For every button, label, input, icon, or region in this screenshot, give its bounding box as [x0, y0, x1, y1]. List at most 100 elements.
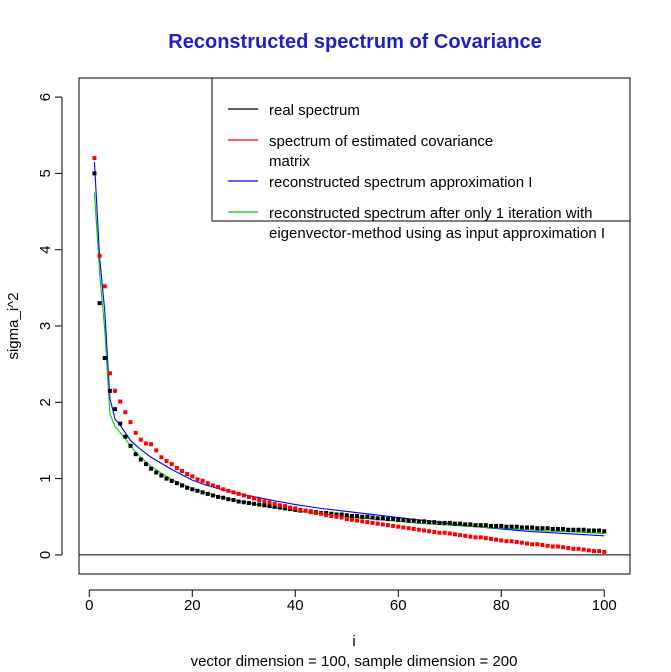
data-point [277, 505, 282, 510]
data-point [488, 536, 493, 541]
data-point [272, 501, 277, 506]
data-point [442, 530, 447, 535]
data-point [365, 514, 370, 519]
data-point [411, 526, 416, 531]
data-point [324, 510, 329, 515]
series-line-reconstructed-spectrum-approximation-i [93, 161, 605, 537]
data-point [195, 488, 200, 493]
data-point [102, 284, 107, 289]
data-point [406, 526, 411, 531]
data-point [468, 522, 473, 527]
data-point [179, 468, 184, 473]
data-point [478, 535, 483, 540]
data-point [586, 548, 591, 553]
data-point [257, 497, 262, 502]
data-point [561, 526, 566, 531]
data-point [602, 529, 607, 534]
data-point [396, 517, 401, 522]
legend-label: reconstructed spectrum after only 1 iter… [269, 205, 592, 222]
data-point [463, 533, 468, 538]
data-point [375, 516, 380, 521]
data-point [210, 483, 215, 488]
y-tick-label: 2 [37, 398, 54, 406]
data-point [107, 388, 112, 393]
data-point [282, 504, 287, 509]
data-point [432, 520, 437, 525]
data-point [545, 526, 550, 531]
data-point [581, 547, 586, 552]
data-point [349, 517, 354, 522]
data-point [427, 520, 432, 525]
y-tick-label: 3 [37, 322, 54, 330]
data-point [365, 520, 370, 525]
data-point [241, 493, 246, 498]
data-point [447, 520, 452, 525]
data-point [504, 539, 509, 544]
data-point [138, 437, 143, 442]
data-point [380, 522, 385, 527]
data-point [319, 511, 324, 516]
data-point [231, 490, 236, 495]
data-point [385, 517, 390, 522]
data-point [267, 504, 272, 509]
x-tick-label: 20 [184, 597, 201, 614]
data-point [452, 521, 457, 526]
y-axis: 0 1 2 3 4 5 6 [37, 93, 63, 559]
data-point [282, 506, 287, 511]
data-point [519, 540, 524, 545]
data-point [535, 542, 540, 547]
data-point [561, 545, 566, 550]
data-point [267, 500, 272, 505]
data-point [262, 499, 267, 504]
data-point [483, 536, 488, 541]
legend-entry: real spectrum [228, 102, 360, 119]
data-point [458, 533, 463, 538]
chart-title: Reconstructed spectrum of Covariance [168, 31, 541, 53]
data-point [97, 253, 102, 258]
data-point [591, 528, 596, 533]
data-point [133, 430, 138, 435]
legend-label: matrix [269, 153, 310, 170]
data-point [540, 543, 545, 547]
data-point [432, 530, 437, 535]
data-point [252, 501, 257, 506]
data-point [401, 517, 406, 522]
series-points-spectrum-of-estimated-covariance-matrix [92, 156, 607, 554]
data-point [571, 527, 576, 532]
data-point [221, 495, 226, 500]
data-point [576, 546, 581, 551]
data-point [174, 465, 179, 470]
data-point [586, 528, 591, 533]
data-point [509, 524, 514, 529]
data-point [452, 532, 457, 537]
data-point [422, 528, 427, 533]
data-point [190, 487, 195, 492]
data-point [288, 505, 293, 510]
data-point [272, 504, 277, 509]
data-point [566, 527, 571, 532]
data-point [519, 525, 524, 530]
y-axis-label: sigma_i^2 [5, 292, 22, 359]
data-point [216, 485, 221, 490]
data-point [154, 470, 159, 475]
data-point [313, 510, 318, 515]
data-point [149, 442, 154, 447]
data-point [602, 549, 607, 554]
data-point [442, 520, 447, 525]
data-point [195, 477, 200, 482]
legend-entry: spectrum of estimated covariance matrix [228, 133, 493, 170]
data-point [550, 544, 555, 549]
data-point [458, 521, 463, 526]
data-point [92, 156, 97, 161]
data-point [113, 388, 118, 393]
data-point [113, 407, 118, 412]
data-point [540, 526, 545, 531]
data-point [468, 534, 473, 539]
data-point [324, 513, 329, 518]
data-point [174, 481, 179, 486]
data-point [514, 539, 519, 544]
data-point [169, 478, 174, 483]
legend-label: spectrum of estimated covariance [269, 133, 493, 150]
data-point [123, 434, 128, 439]
